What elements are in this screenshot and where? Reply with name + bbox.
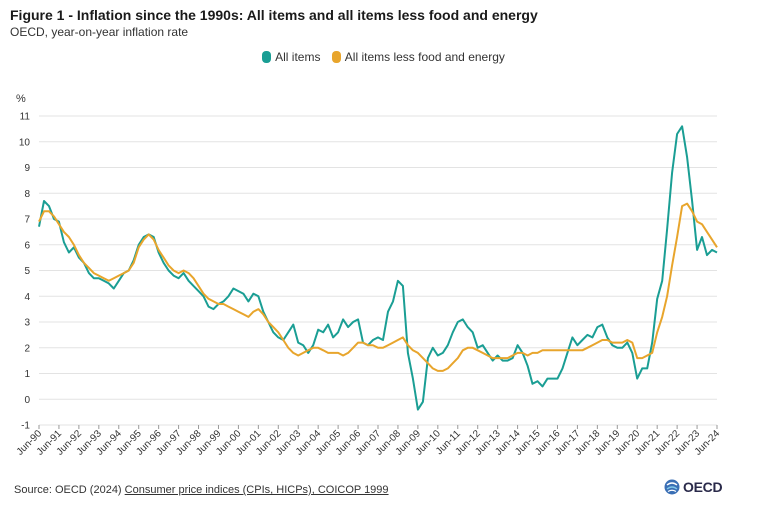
chart-subtitle: OECD, year-on-year inflation rate <box>10 25 189 39</box>
y-tick-label: 1 <box>24 369 30 380</box>
y-tick-label: 11 <box>20 112 31 123</box>
legend: All items All items less food and energy <box>0 50 767 66</box>
legend-item-all-items[interactable]: All items <box>262 50 320 64</box>
legend-label-core: All items less food and energy <box>344 50 505 64</box>
source-link[interactable]: Consumer price indices (CPIs, HICPs), CO… <box>124 484 389 496</box>
y-tick-label: 5 <box>24 266 30 277</box>
oecd-logo-text: OECD <box>683 479 723 495</box>
y-tick-label: 3 <box>24 318 30 329</box>
legend-label-all-items: All items <box>275 50 321 64</box>
legend-swatch-core <box>331 51 341 63</box>
y-axis-label: % <box>16 93 26 105</box>
chart-title: Figure 1 - Inflation since the 1990s: Al… <box>10 7 538 23</box>
series-lines <box>38 125 718 411</box>
line-chart: -1 0 1 2 3 4 5 6 7 8 9 10 11 Jun-90Jun-91Jun-92Jun-9… <box>15 93 723 458</box>
y-tick-label: 0 <box>24 395 30 406</box>
chart-grid <box>39 115 717 426</box>
y-tick-label: 9 <box>24 163 30 174</box>
legend-item-core[interactable]: All items less food and energy <box>331 50 505 64</box>
y-tick-label: 8 <box>24 189 30 200</box>
y-tick-label: -1 <box>21 421 30 432</box>
source-prefix: Source: OECD (2024) <box>14 484 125 496</box>
y-tick-label: 4 <box>24 292 30 303</box>
y-tick-label: 6 <box>24 240 30 251</box>
y-tick-label: 2 <box>24 343 30 354</box>
y-tick-label: 7 <box>24 215 30 226</box>
y-tick-label: 10 <box>19 137 31 148</box>
oecd-globe-icon <box>664 479 680 495</box>
series-line-all-items[interactable] <box>38 125 718 411</box>
x-axis-ticks: Jun-90Jun-91Jun-92Jun-93Jun-94Jun-95Jun-… <box>15 425 722 458</box>
legend-swatch-all-items <box>262 51 272 63</box>
series-line-core[interactable] <box>38 202 718 372</box>
oecd-logo[interactable]: OECD <box>664 479 723 495</box>
source-note: Source: OECD (2024) Consumer price indic… <box>14 484 389 496</box>
y-axis-ticks: -1 0 1 2 3 4 5 6 7 8 9 10 11 <box>19 112 31 432</box>
